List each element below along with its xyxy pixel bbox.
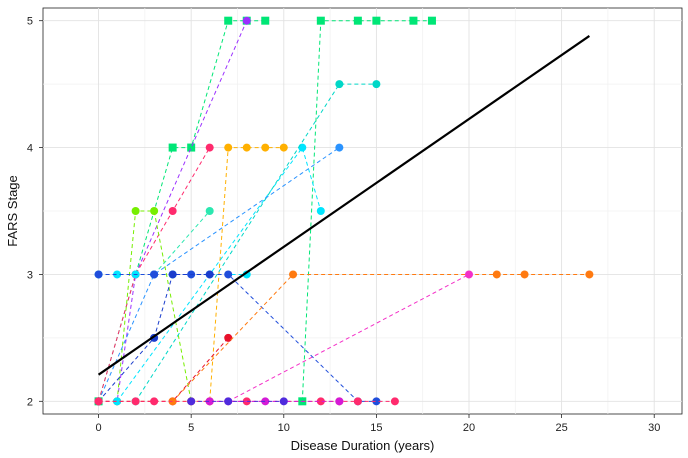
data-point — [242, 270, 251, 279]
data-point — [224, 397, 233, 406]
data-point — [372, 16, 381, 25]
data-point — [298, 143, 307, 152]
data-point — [261, 397, 270, 406]
data-point — [585, 270, 594, 279]
data-point — [316, 16, 325, 25]
data-point — [168, 397, 177, 406]
data-point — [353, 16, 362, 25]
series-19 — [187, 397, 288, 406]
data-point — [113, 397, 122, 406]
data-point — [205, 270, 214, 279]
y-tick-label: 5 — [27, 16, 33, 28]
data-point — [224, 333, 233, 342]
y-tick-label: 2 — [27, 396, 33, 408]
data-point — [168, 143, 177, 152]
data-point — [335, 143, 344, 152]
data-point — [131, 207, 140, 215]
data-point — [390, 397, 399, 406]
x-tick-label: 15 — [370, 422, 382, 434]
trend-layer — [97, 35, 591, 376]
x-tick-label: 10 — [278, 422, 290, 434]
data-point — [316, 207, 325, 215]
data-point — [168, 207, 177, 215]
data-point — [335, 80, 344, 89]
series-line — [227, 273, 470, 402]
data-point — [279, 143, 288, 152]
x-tick-label: 25 — [555, 422, 567, 434]
data-point — [261, 16, 270, 25]
x-tick-label: 5 — [188, 422, 194, 434]
series-line — [153, 210, 211, 275]
data-point — [242, 143, 251, 152]
series-line — [98, 147, 340, 402]
series-15 — [168, 270, 594, 406]
data-point — [150, 270, 159, 279]
data-point — [520, 270, 529, 279]
y-axis-label: FARS Stage — [5, 175, 20, 247]
data-point — [353, 397, 362, 406]
data-point — [150, 397, 159, 406]
data-point — [316, 397, 325, 406]
data-point — [289, 270, 298, 279]
data-point — [205, 143, 214, 152]
data-point — [224, 16, 233, 25]
data-point — [427, 16, 436, 25]
series-layer — [94, 16, 594, 406]
data-point — [261, 143, 270, 152]
data-point — [279, 397, 288, 406]
data-point — [113, 270, 122, 279]
series-line — [98, 147, 211, 402]
data-point — [242, 16, 251, 25]
y-tick-label: 4 — [27, 143, 33, 155]
series-line — [135, 83, 377, 402]
series-18 — [205, 397, 344, 406]
data-point — [372, 397, 381, 406]
x-axis-label: Disease Duration (years) — [291, 438, 435, 453]
data-point — [224, 143, 233, 152]
x-tick-label: 20 — [463, 422, 475, 434]
data-point — [150, 207, 159, 215]
series-line — [98, 273, 210, 402]
data-point — [465, 270, 473, 279]
data-point — [335, 397, 344, 406]
data-point — [205, 397, 214, 406]
data-point — [187, 143, 196, 152]
x-tick-label: 0 — [96, 422, 102, 434]
axes: 0 5 10 15 20 25 30 2 3 4 5 — [27, 16, 660, 434]
data-point — [205, 207, 214, 215]
data-point — [131, 397, 140, 406]
y-tick-label: 3 — [27, 269, 33, 281]
data-point — [372, 80, 381, 89]
data-point — [168, 270, 177, 279]
trend-line — [97, 35, 591, 376]
data-point — [224, 270, 233, 279]
series-line — [116, 146, 322, 402]
data-point — [187, 397, 196, 406]
data-point — [492, 270, 501, 279]
data-point — [409, 16, 418, 25]
data-point — [94, 270, 103, 279]
x-tick-label: 30 — [648, 422, 660, 434]
data-point — [94, 397, 103, 406]
grid — [43, 8, 682, 414]
